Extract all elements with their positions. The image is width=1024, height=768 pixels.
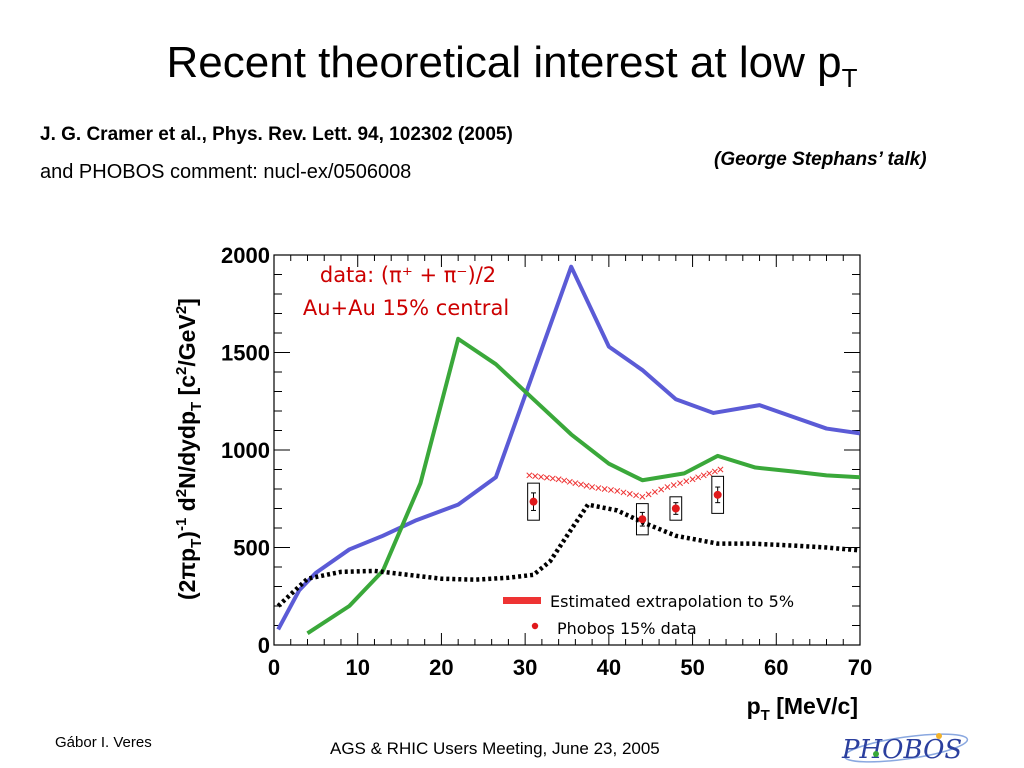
phobos-logo: PHOBOS — [841, 733, 969, 765]
series-line-1 — [306, 336, 860, 635]
extrapolation-cross — [538, 473, 545, 480]
systematic-box — [527, 482, 540, 521]
extrapolation-cross — [633, 492, 640, 499]
phobos-data-point — [671, 504, 680, 513]
x-tick-label: 10 — [345, 655, 369, 680]
legend-swatch-extrapolation — [503, 597, 541, 604]
extrapolation-cross — [639, 493, 646, 500]
extrapolation-cross — [555, 476, 562, 483]
extrapolation-cross — [543, 474, 550, 481]
systematic-box — [635, 503, 649, 536]
extrapolation-cross — [670, 482, 677, 489]
extrapolation-cross — [526, 472, 533, 479]
y-tick-label: 1000 — [221, 438, 270, 463]
extrapolation-cross — [589, 484, 596, 491]
legend-swatch-phobos — [531, 622, 539, 630]
extrapolation-cross — [620, 489, 627, 496]
extrapolation-cross — [645, 491, 652, 498]
extrapolation-cross — [572, 480, 579, 487]
legend-label-extrapolation: Estimated extrapolation to 5% — [550, 592, 794, 611]
x-axis-title: pT [MeV/c] — [747, 693, 858, 724]
x-tick-label: 70 — [848, 655, 872, 680]
y-axis-title: (2πpT)-1 d2N/dydpT [c2/GeV2] — [173, 298, 205, 600]
systematic-box — [669, 496, 683, 521]
extrapolation-cross — [607, 487, 614, 493]
extrapolation-cross — [561, 477, 568, 484]
x-tick-label: 0 — [268, 655, 280, 680]
x-tick-label: 40 — [597, 655, 621, 680]
slide-title: Recent theoretical interest at low pT — [166, 38, 858, 93]
reference-line2: and PHOBOS comment: nucl-ex/0506008 — [40, 161, 412, 183]
legend-label-phobos: Phobos 15% data — [557, 619, 697, 638]
extrapolation-cross — [595, 485, 602, 491]
phobos-data-point — [713, 490, 722, 499]
extrapolation-cross — [651, 488, 658, 495]
extrapolation-cross — [664, 484, 671, 491]
x-tick-label: 30 — [513, 655, 537, 680]
x-tick-label: 60 — [764, 655, 788, 680]
extrapolation-cross — [658, 486, 665, 493]
extrapolation-cross — [583, 482, 590, 489]
x-tick-label: 20 — [429, 655, 453, 680]
phobos-data-point — [529, 497, 538, 506]
talk-note: (George Stephans’ talk) — [714, 149, 927, 170]
y-tick-label: 500 — [233, 536, 270, 561]
extrapolation-cross — [614, 487, 621, 494]
extrapolation-cross — [532, 473, 539, 480]
annotation-line2: Au+Au 15% central — [303, 296, 509, 320]
extrapolation-cross — [711, 468, 718, 475]
axis-ticks — [273, 254, 861, 646]
reference-line1: J. G. Cramer et al., Phys. Rev. Lett. 94… — [40, 124, 513, 145]
extrapolation-cross — [700, 472, 707, 479]
extrapolation-cross — [695, 474, 702, 481]
extrapolation-cross — [689, 476, 696, 483]
logo-text: PHOBOS — [841, 735, 962, 765]
extrapolation-cross — [577, 481, 584, 488]
meeting-name: AGS & RHIC Users Meeting, June 23, 2005 — [330, 739, 660, 758]
legend: Estimated extrapolation to 5% Phobos 15%… — [503, 592, 794, 638]
phobos-data-point — [638, 515, 647, 524]
series-group — [276, 264, 860, 635]
extrapolation-cross — [566, 478, 573, 485]
y-tick-label: 0 — [258, 633, 270, 658]
extrapolation-cross — [677, 480, 683, 487]
extrapolation-cross — [683, 478, 690, 485]
x-tick-label: 50 — [680, 655, 704, 680]
y-tick-label: 2000 — [221, 243, 270, 268]
systematic-box — [711, 475, 725, 514]
series-line-0 — [276, 264, 860, 631]
tick-labels: 0 10 20 30 40 50 60 70 0 500 1000 1500 2000 — [221, 243, 872, 680]
extrapolation-cross — [549, 475, 556, 482]
extrapolation-cross — [717, 466, 724, 473]
extrapolation-cross — [626, 490, 633, 497]
y-tick-label: 1500 — [221, 341, 270, 366]
data-markers — [527, 475, 725, 536]
extrapolation-cross — [706, 470, 713, 477]
annotation-line1: data: (π⁺ + π⁻)/2 — [320, 263, 496, 287]
author: Gábor I. Veres — [55, 734, 152, 751]
extrapolation-cross — [601, 486, 608, 492]
